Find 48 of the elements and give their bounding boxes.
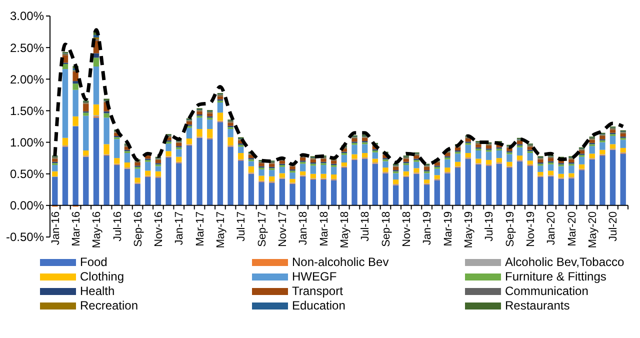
y-tick-label: 2.00% bbox=[10, 72, 44, 86]
legend-label: Education bbox=[292, 298, 346, 312]
x-tick-label: May-17 bbox=[215, 211, 228, 248]
x-tick-label: May-16 bbox=[91, 211, 104, 248]
y-tick-label: 0.50% bbox=[10, 167, 44, 182]
x-tick-label: Jan-16 bbox=[50, 211, 62, 246]
x-tick-label: Sep-16 bbox=[132, 211, 144, 247]
x-tick-label: May-19 bbox=[462, 211, 475, 248]
legend-label: Food bbox=[80, 255, 108, 269]
legend-label: Non-alcoholic Bev bbox=[292, 255, 389, 269]
x-tick-label: Jul-16 bbox=[112, 211, 124, 242]
x-tick-label: Jan-19 bbox=[422, 211, 434, 246]
legend-label: Health bbox=[80, 284, 115, 298]
legend-label: Restaurants bbox=[505, 298, 570, 312]
x-tick-label: Nov-19 bbox=[524, 211, 537, 247]
y-tick-label: 2.50% bbox=[10, 40, 44, 55]
x-tick-label: Jan-20 bbox=[546, 211, 558, 246]
x-tick-label: Jul-19 bbox=[484, 211, 496, 242]
legend-label: Furniture & Fittings bbox=[505, 270, 606, 284]
legend-label: Communication bbox=[505, 284, 588, 298]
x-tick-label: May-18 bbox=[339, 211, 352, 248]
y-tick-label: 0.00% bbox=[10, 198, 44, 213]
legend-label: Clothing bbox=[80, 270, 124, 284]
legend-label: Alcoholic Bev,Tobacco bbox=[505, 255, 624, 269]
x-tick-label: Nov-16 bbox=[153, 211, 166, 247]
x-tick-label: Sep-19 bbox=[504, 211, 516, 247]
x-tick-label: Jan-18 bbox=[298, 211, 310, 246]
y-tick-label: -0.50% bbox=[6, 230, 44, 244]
x-tick-label: Nov-18 bbox=[401, 211, 413, 247]
x-tick-label: Jul-17 bbox=[236, 211, 248, 242]
x-tick-label: Mar-16 bbox=[70, 211, 82, 246]
legend-label: HWEGF bbox=[292, 270, 337, 284]
x-tick-label: Jul-18 bbox=[360, 211, 372, 242]
x-tick-label: Mar-17 bbox=[194, 211, 206, 246]
x-tick-label: Sep-18 bbox=[380, 211, 392, 247]
x-tick-label: Jul-20 bbox=[608, 211, 620, 242]
x-tick-label: May-20 bbox=[586, 211, 599, 248]
x-tick-label: Nov-17 bbox=[277, 211, 290, 247]
x-tick-label: Mar-19 bbox=[442, 211, 454, 246]
y-tick-label: 1.50% bbox=[10, 104, 44, 118]
x-tick-label: Jan-17 bbox=[174, 211, 186, 246]
x-tick-label: Mar-18 bbox=[318, 211, 330, 246]
y-tick-label: 1.00% bbox=[10, 135, 44, 150]
y-tick-label: 3.00% bbox=[10, 9, 44, 24]
legend-label: Transport bbox=[292, 284, 344, 298]
x-tick-label: Mar-20 bbox=[566, 211, 578, 246]
legend-label: Recreation bbox=[80, 298, 138, 312]
x-tick-label: Sep-17 bbox=[256, 211, 268, 247]
